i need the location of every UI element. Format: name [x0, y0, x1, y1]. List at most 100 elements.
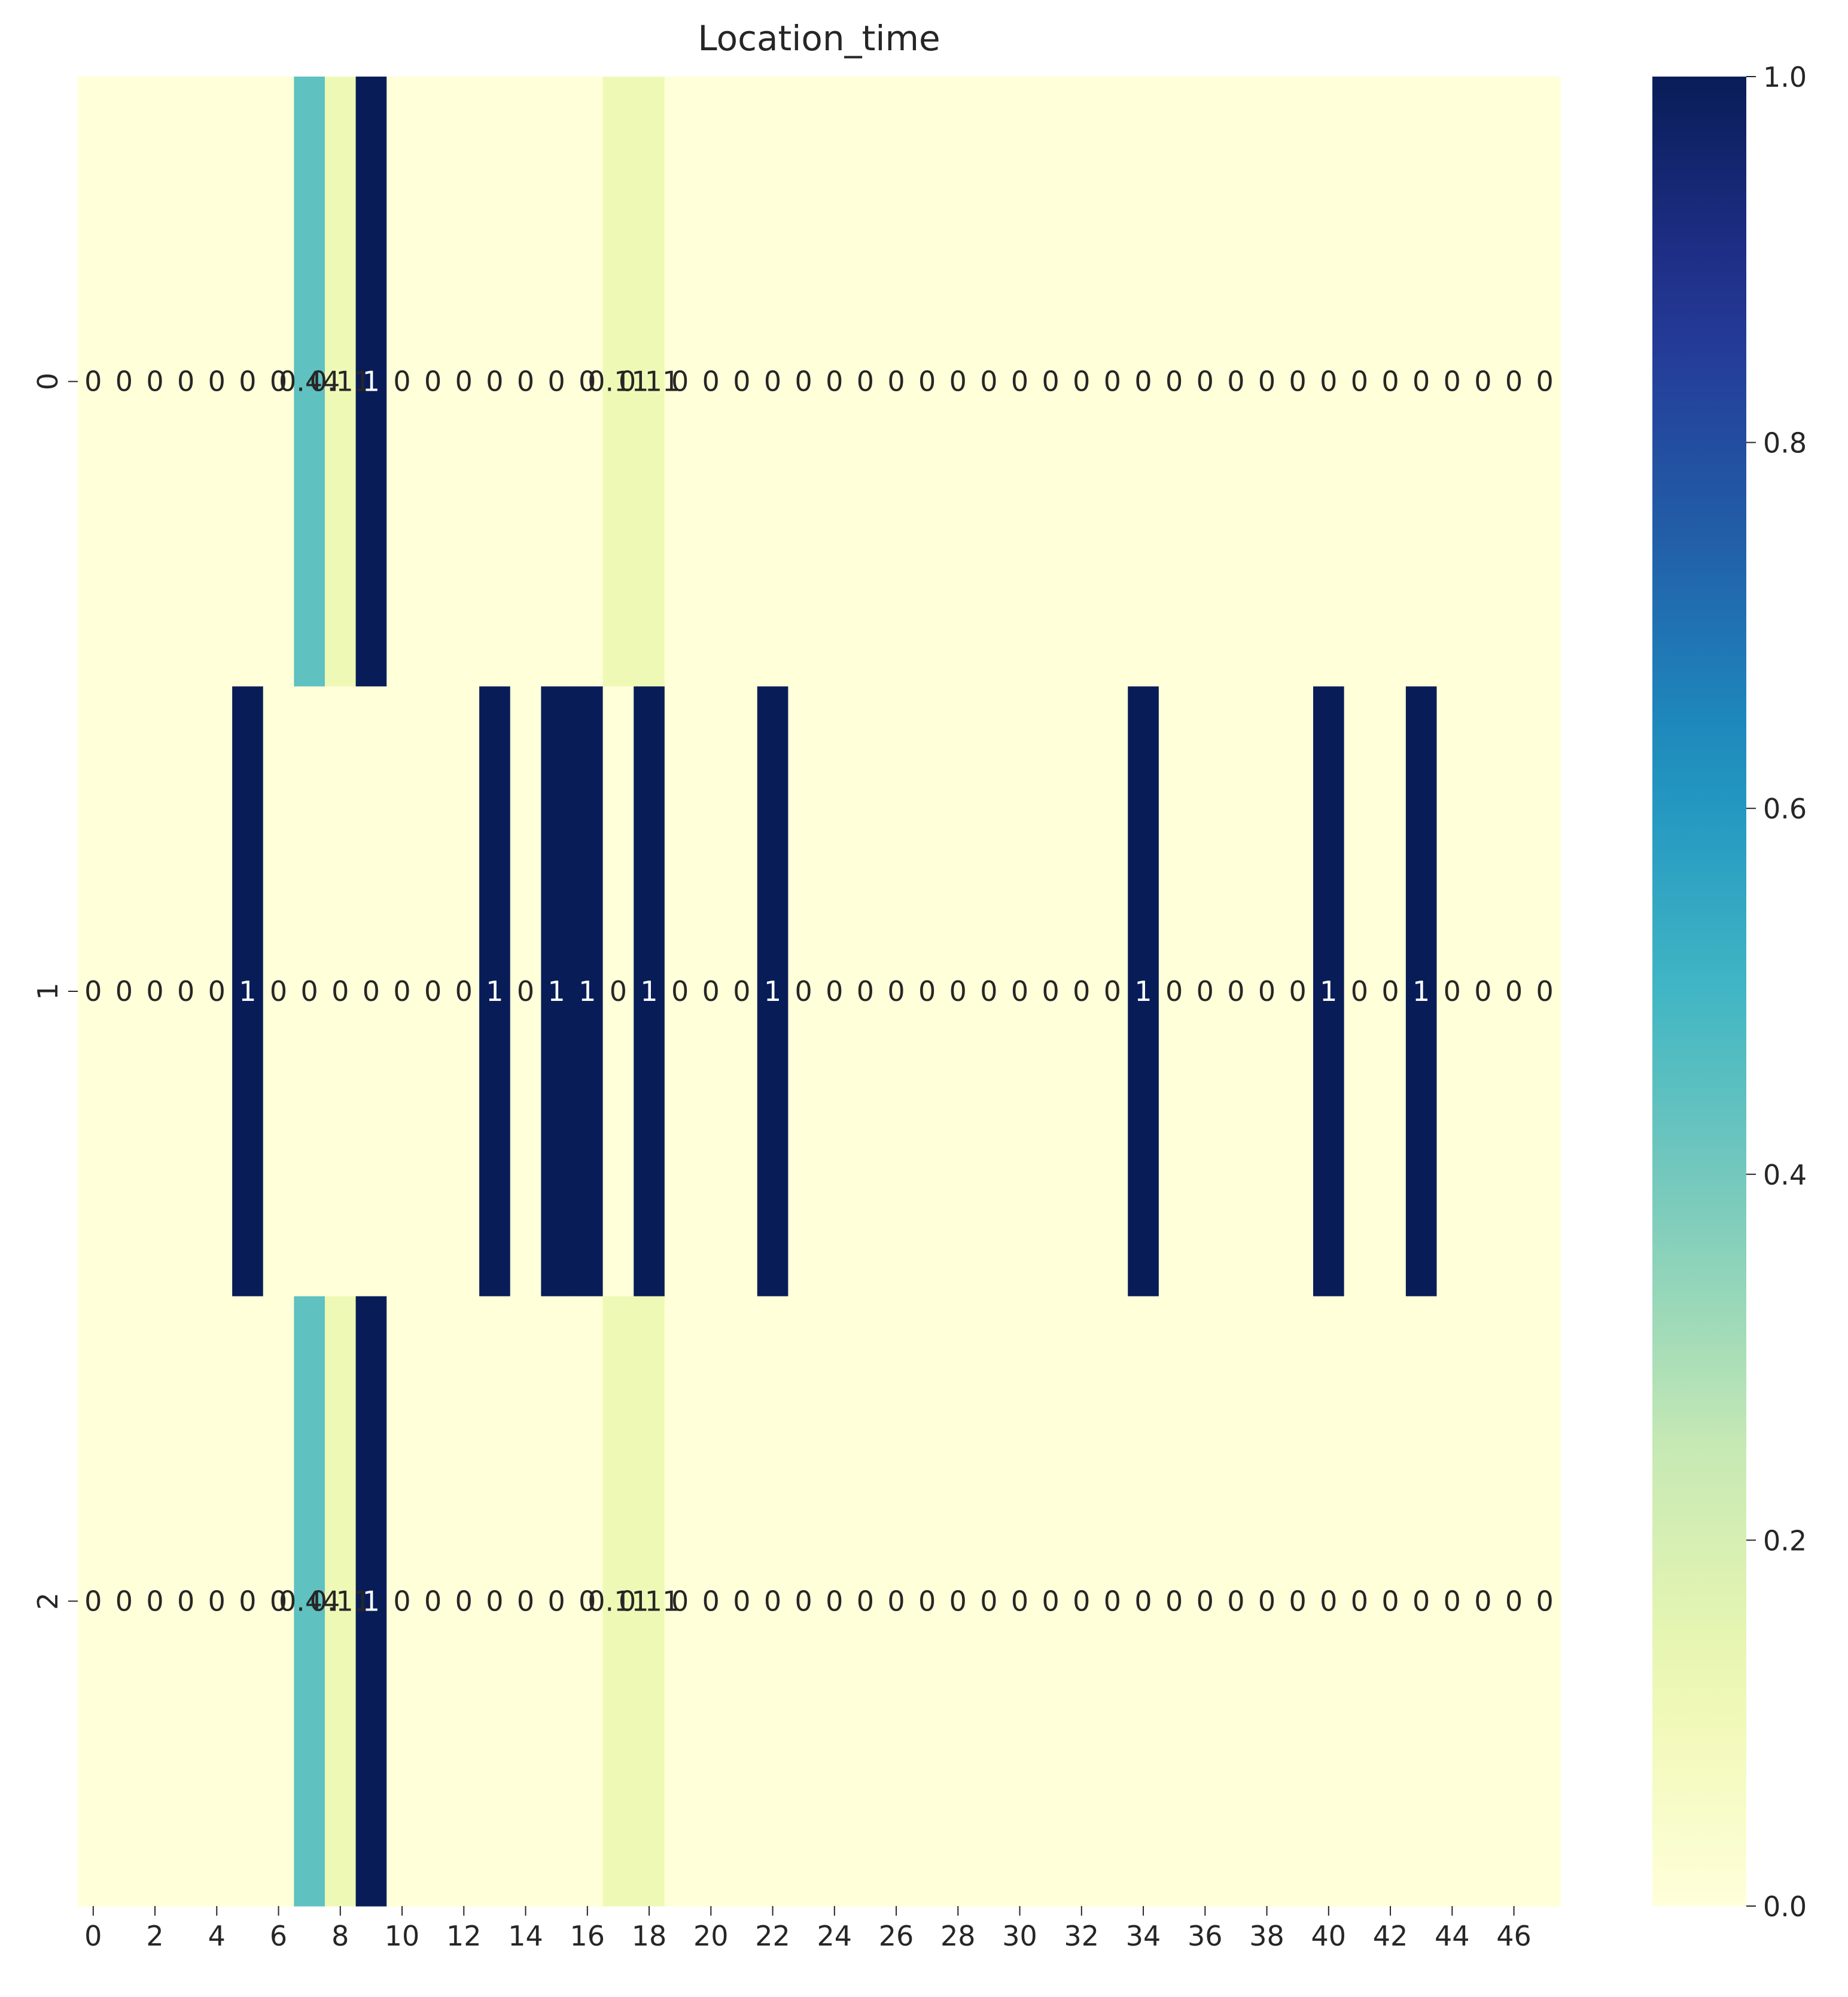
cell-value-label: 0: [1073, 975, 1090, 1007]
cell-value-label: 0: [795, 366, 812, 398]
heatmap-cell: [602, 77, 634, 687]
colorbar-tick-label: 0.8: [1763, 427, 1807, 459]
colorbar-tick-label: 0.0: [1763, 1891, 1807, 1923]
heatmap-cell: [942, 686, 974, 1297]
cell-value-label: 1: [640, 975, 657, 1007]
cell-value-label: 0: [1381, 1585, 1399, 1617]
cell-value-label: 1: [239, 975, 256, 1007]
heatmap-cell: [572, 686, 604, 1297]
heatmap-cell: [1344, 77, 1375, 687]
cell-value-label: 0.11: [310, 1585, 371, 1617]
cell-value-label: 0: [239, 366, 256, 398]
heatmap-cell: [263, 686, 294, 1297]
y-axis: 0 1 2: [32, 373, 78, 1610]
cell-value-label: 0: [486, 366, 503, 398]
cell-value-label: 0: [146, 1585, 163, 1617]
heatmap-cell: [170, 77, 202, 687]
cell-value-label: 0.44: [279, 1585, 340, 1617]
heatmap-cell: [1468, 1296, 1499, 1907]
cell-value-label: 0: [301, 975, 318, 1007]
heatmap-cell: [417, 77, 449, 687]
heatmap-cell: [572, 1296, 604, 1907]
cell-value-label: 1: [486, 975, 503, 1007]
cell-value-label: 0: [1381, 366, 1399, 398]
heatmap-cell: [448, 77, 480, 687]
cell-value-label: 0: [733, 975, 750, 1007]
cell-value-label: 0: [455, 366, 473, 398]
heatmap-cell: [1498, 686, 1530, 1297]
cell-value-label: 0: [671, 366, 689, 398]
cell-value-label: 0: [270, 366, 287, 398]
cell-value-label: 0: [1042, 1585, 1060, 1617]
cell-value-label: 0: [918, 366, 936, 398]
cell-value-label: 0: [1042, 975, 1060, 1007]
cell-value-label: 0: [1412, 366, 1430, 398]
heatmap-cell: [911, 686, 943, 1297]
cell-value-label: 0: [548, 1585, 565, 1617]
heatmap-cell: [201, 686, 233, 1297]
cell-value-label: 0: [1351, 366, 1368, 398]
cell-value-label: 0: [1011, 1585, 1028, 1617]
x-axis: 0 2 4 6 8 10 12 14 16 18 20 22 24 26 28 30 32 34 36 38 40 42 4…: [84, 1906, 1532, 1952]
cell-value-label: 0: [424, 975, 442, 1007]
cell-value-label: 0: [1104, 975, 1121, 1007]
heatmap-cell: [1220, 1296, 1252, 1907]
cell-value-label: 0: [1474, 1585, 1491, 1617]
heatmap-cell: [881, 1296, 912, 1907]
cell-value-label: 0: [115, 975, 133, 1007]
cell-value-label: 0: [1227, 975, 1244, 1007]
x-tick-label: 26: [879, 1920, 914, 1952]
cell-value-label: 0: [1536, 975, 1554, 1007]
x-tick-label: 14: [508, 1920, 543, 1952]
cell-value-label: 0: [1227, 366, 1244, 398]
heatmap-cell: [1405, 77, 1438, 687]
heatmap-cell: [1282, 77, 1314, 687]
colorbar-tick-label: 0.2: [1763, 1524, 1807, 1557]
heatmap-cell: [1189, 77, 1221, 687]
heatmap-cell: [201, 1296, 233, 1907]
cell-value-label: 0: [1073, 1585, 1090, 1617]
cell-value-label: 0: [1197, 975, 1214, 1007]
y-tick-label: 1: [32, 982, 64, 1000]
cell-value-label: 0: [1320, 366, 1337, 398]
cell-value-label: 0: [764, 366, 781, 398]
heatmap-cell: [355, 77, 387, 687]
heatmap-cell: [819, 77, 851, 687]
cell-value-label: 0: [517, 1585, 534, 1617]
heatmap-cell: [294, 1296, 325, 1907]
heatmap-cell: [417, 1296, 449, 1907]
cell-value-label: 0.11: [310, 366, 371, 398]
heatmap-cell: [1158, 686, 1191, 1297]
cell-value-label: 0: [84, 975, 102, 1007]
heatmap-cell: [726, 1296, 758, 1907]
cell-value-label: 0: [146, 366, 163, 398]
cell-value-label: 1: [579, 975, 596, 1007]
cell-value-label: 1: [764, 975, 781, 1007]
cell-value-label: 0: [980, 975, 997, 1007]
heatmap-cell: [1375, 77, 1406, 687]
heatmap-cell: [788, 1296, 820, 1907]
cell-value-label: 0: [795, 1585, 812, 1617]
x-tick-label: 40: [1311, 1920, 1347, 1952]
cell-value-label: 0: [208, 366, 226, 398]
cell-value-label: 0: [1011, 366, 1028, 398]
cell-value-label: 0: [579, 366, 596, 398]
heatmap-cell: [1498, 1296, 1530, 1907]
cell-value-label: 0: [115, 366, 133, 398]
heatmap-cell: [788, 686, 820, 1297]
heatmap-cell: [325, 686, 357, 1297]
heatmap-cell: [294, 686, 325, 1297]
colorbar-tick-label: 0.4: [1763, 1159, 1807, 1191]
cell-value-label: 0: [826, 1585, 843, 1617]
cell-value-label: 0: [949, 1585, 967, 1617]
heatmap-cell: [541, 686, 573, 1297]
cell-value-label: 0: [455, 975, 473, 1007]
heatmap-cell: [695, 1296, 727, 1907]
heatmap-cell: [386, 1296, 418, 1907]
heatmap-cell: [1436, 686, 1468, 1297]
cell-value-label: 0: [1412, 1585, 1430, 1617]
heatmap-cell: [634, 1296, 665, 1907]
x-tick-label: 8: [331, 1920, 349, 1952]
heatmap-cell: [1529, 686, 1561, 1297]
